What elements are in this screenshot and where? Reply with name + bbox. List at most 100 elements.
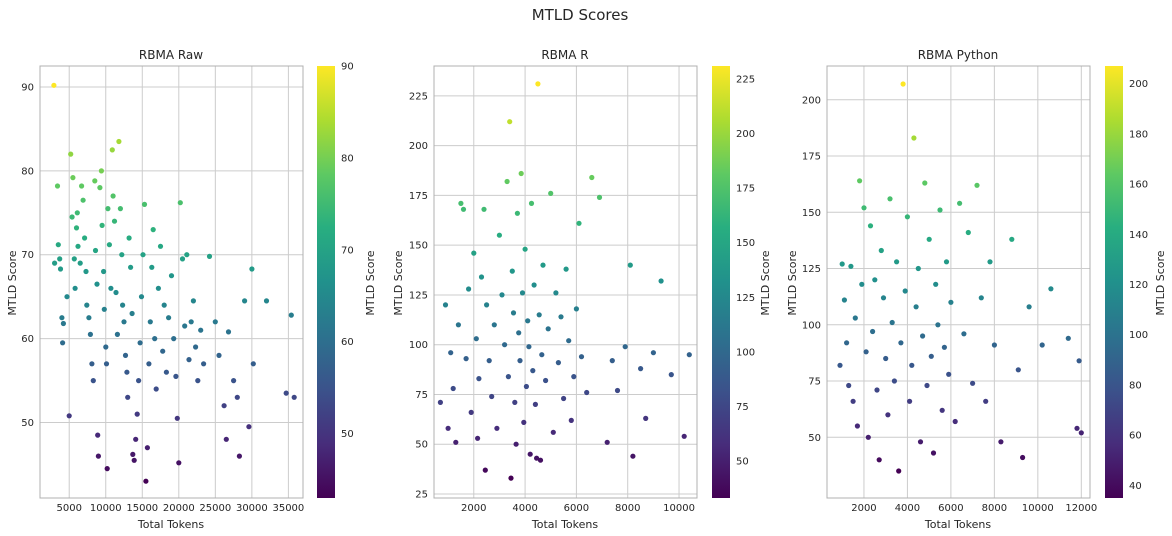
y-tick-label: 100 [409,340,428,351]
scatter-point [496,232,502,238]
scatter-point [246,424,252,430]
scatter-point [66,413,72,419]
scatter-point [961,331,967,337]
scatter-point [668,372,674,378]
colorbar-tick-label: 50 [341,429,354,440]
scatter-point [84,302,90,308]
scatter-point [1048,286,1054,292]
scatter-point [160,348,166,354]
scatter-point [95,453,101,459]
scatter-point [898,340,904,346]
scatter-point [126,235,132,241]
scatter-point [891,378,898,384]
scatter-point [236,453,242,459]
scatter-point [176,460,182,466]
y-tick-label: 50 [21,418,34,429]
scatter-point [89,361,95,367]
scatter-point [543,377,549,384]
scatter-point [514,210,521,216]
colorbar-tick-label: 175 [736,184,755,195]
scatter-point [545,326,551,332]
scatter-point [1076,358,1082,364]
scatter-point [563,266,569,272]
scatter-point [548,190,554,196]
y-tick-label: 200 [802,95,821,106]
scatter-point [522,246,528,252]
scatter-point [69,214,75,220]
scatter-point [911,135,917,141]
scatter-point [87,331,93,337]
scatter-point [119,252,125,258]
scatter-point [75,243,81,249]
scatter-point [499,292,505,298]
colorbar-gradient [1105,66,1123,498]
scatter-point [1015,367,1021,373]
colorbar-label: MTLD Score [1154,250,1167,315]
x-tick-label: 8000 [982,503,1007,514]
colorbar-tick-label: 225 [736,75,755,86]
scatter-point [173,373,179,379]
scatter-point [1039,342,1045,348]
scatter-point [129,310,135,317]
scatter-point [846,382,852,389]
scatter-point [83,268,89,275]
scatter-point [71,256,77,262]
scatter-point [924,382,930,389]
scatter-point [596,194,603,200]
scatter-point [941,344,948,350]
y-tick-label: 100 [802,320,821,331]
scatter-point [878,247,884,254]
scatter-point [517,358,523,364]
scatter-point [57,266,64,272]
scatter-point [109,147,115,153]
scatter-point [122,352,129,358]
scatter-point [136,378,142,384]
axes-frame [39,65,304,499]
scatter-point [630,453,636,459]
x-tick-label: 10000 [1022,503,1054,514]
scatter-point [527,451,533,457]
y-tick-label: 90 [21,82,34,93]
scatter-point [481,206,487,212]
scatter-point [242,298,248,304]
scatter-point [57,256,63,262]
scatter-point [867,223,874,229]
scatter-point [143,478,149,484]
scatter-point [193,344,199,350]
axes-frame [433,65,698,499]
scatter-point [965,229,971,236]
scatter-point [437,399,443,405]
colorbar-tick-label: 50 [736,456,749,467]
scatter-point [103,361,110,367]
scatter-point [99,222,105,228]
scatter-point [133,436,139,442]
scatter-point [491,322,497,328]
scatter-point [681,433,687,439]
scatter-point [114,331,120,337]
scatter-point [536,312,542,318]
scatter-point [155,285,161,291]
colorbar-tick-label: 140 [1129,230,1148,241]
x-tick-label: 10000 [90,503,122,514]
scatter-point [80,197,86,203]
scatter-point [970,380,976,386]
scatter-point [448,350,454,356]
scatter-point [513,441,519,447]
y-tick-label: 125 [409,290,428,301]
scatter-point [531,282,537,288]
y-axis-label: MTLD Score [786,250,799,315]
scatter-point [650,350,657,356]
scatter-point [144,445,150,451]
scatter-point [92,247,99,254]
scatter-point [104,466,110,472]
colorbar-label: MTLD Score [364,250,377,315]
scatter-point [502,342,508,348]
scatter-point [1026,304,1032,310]
figure-title: MTLD Scores [532,6,629,24]
colorbar-2: 40 60 80 100 120 140 160 180 200 [1105,66,1148,498]
scatter-point [991,342,998,348]
axes-frame [826,65,1091,499]
scatter-point [883,355,889,362]
scatter-point [943,259,950,265]
